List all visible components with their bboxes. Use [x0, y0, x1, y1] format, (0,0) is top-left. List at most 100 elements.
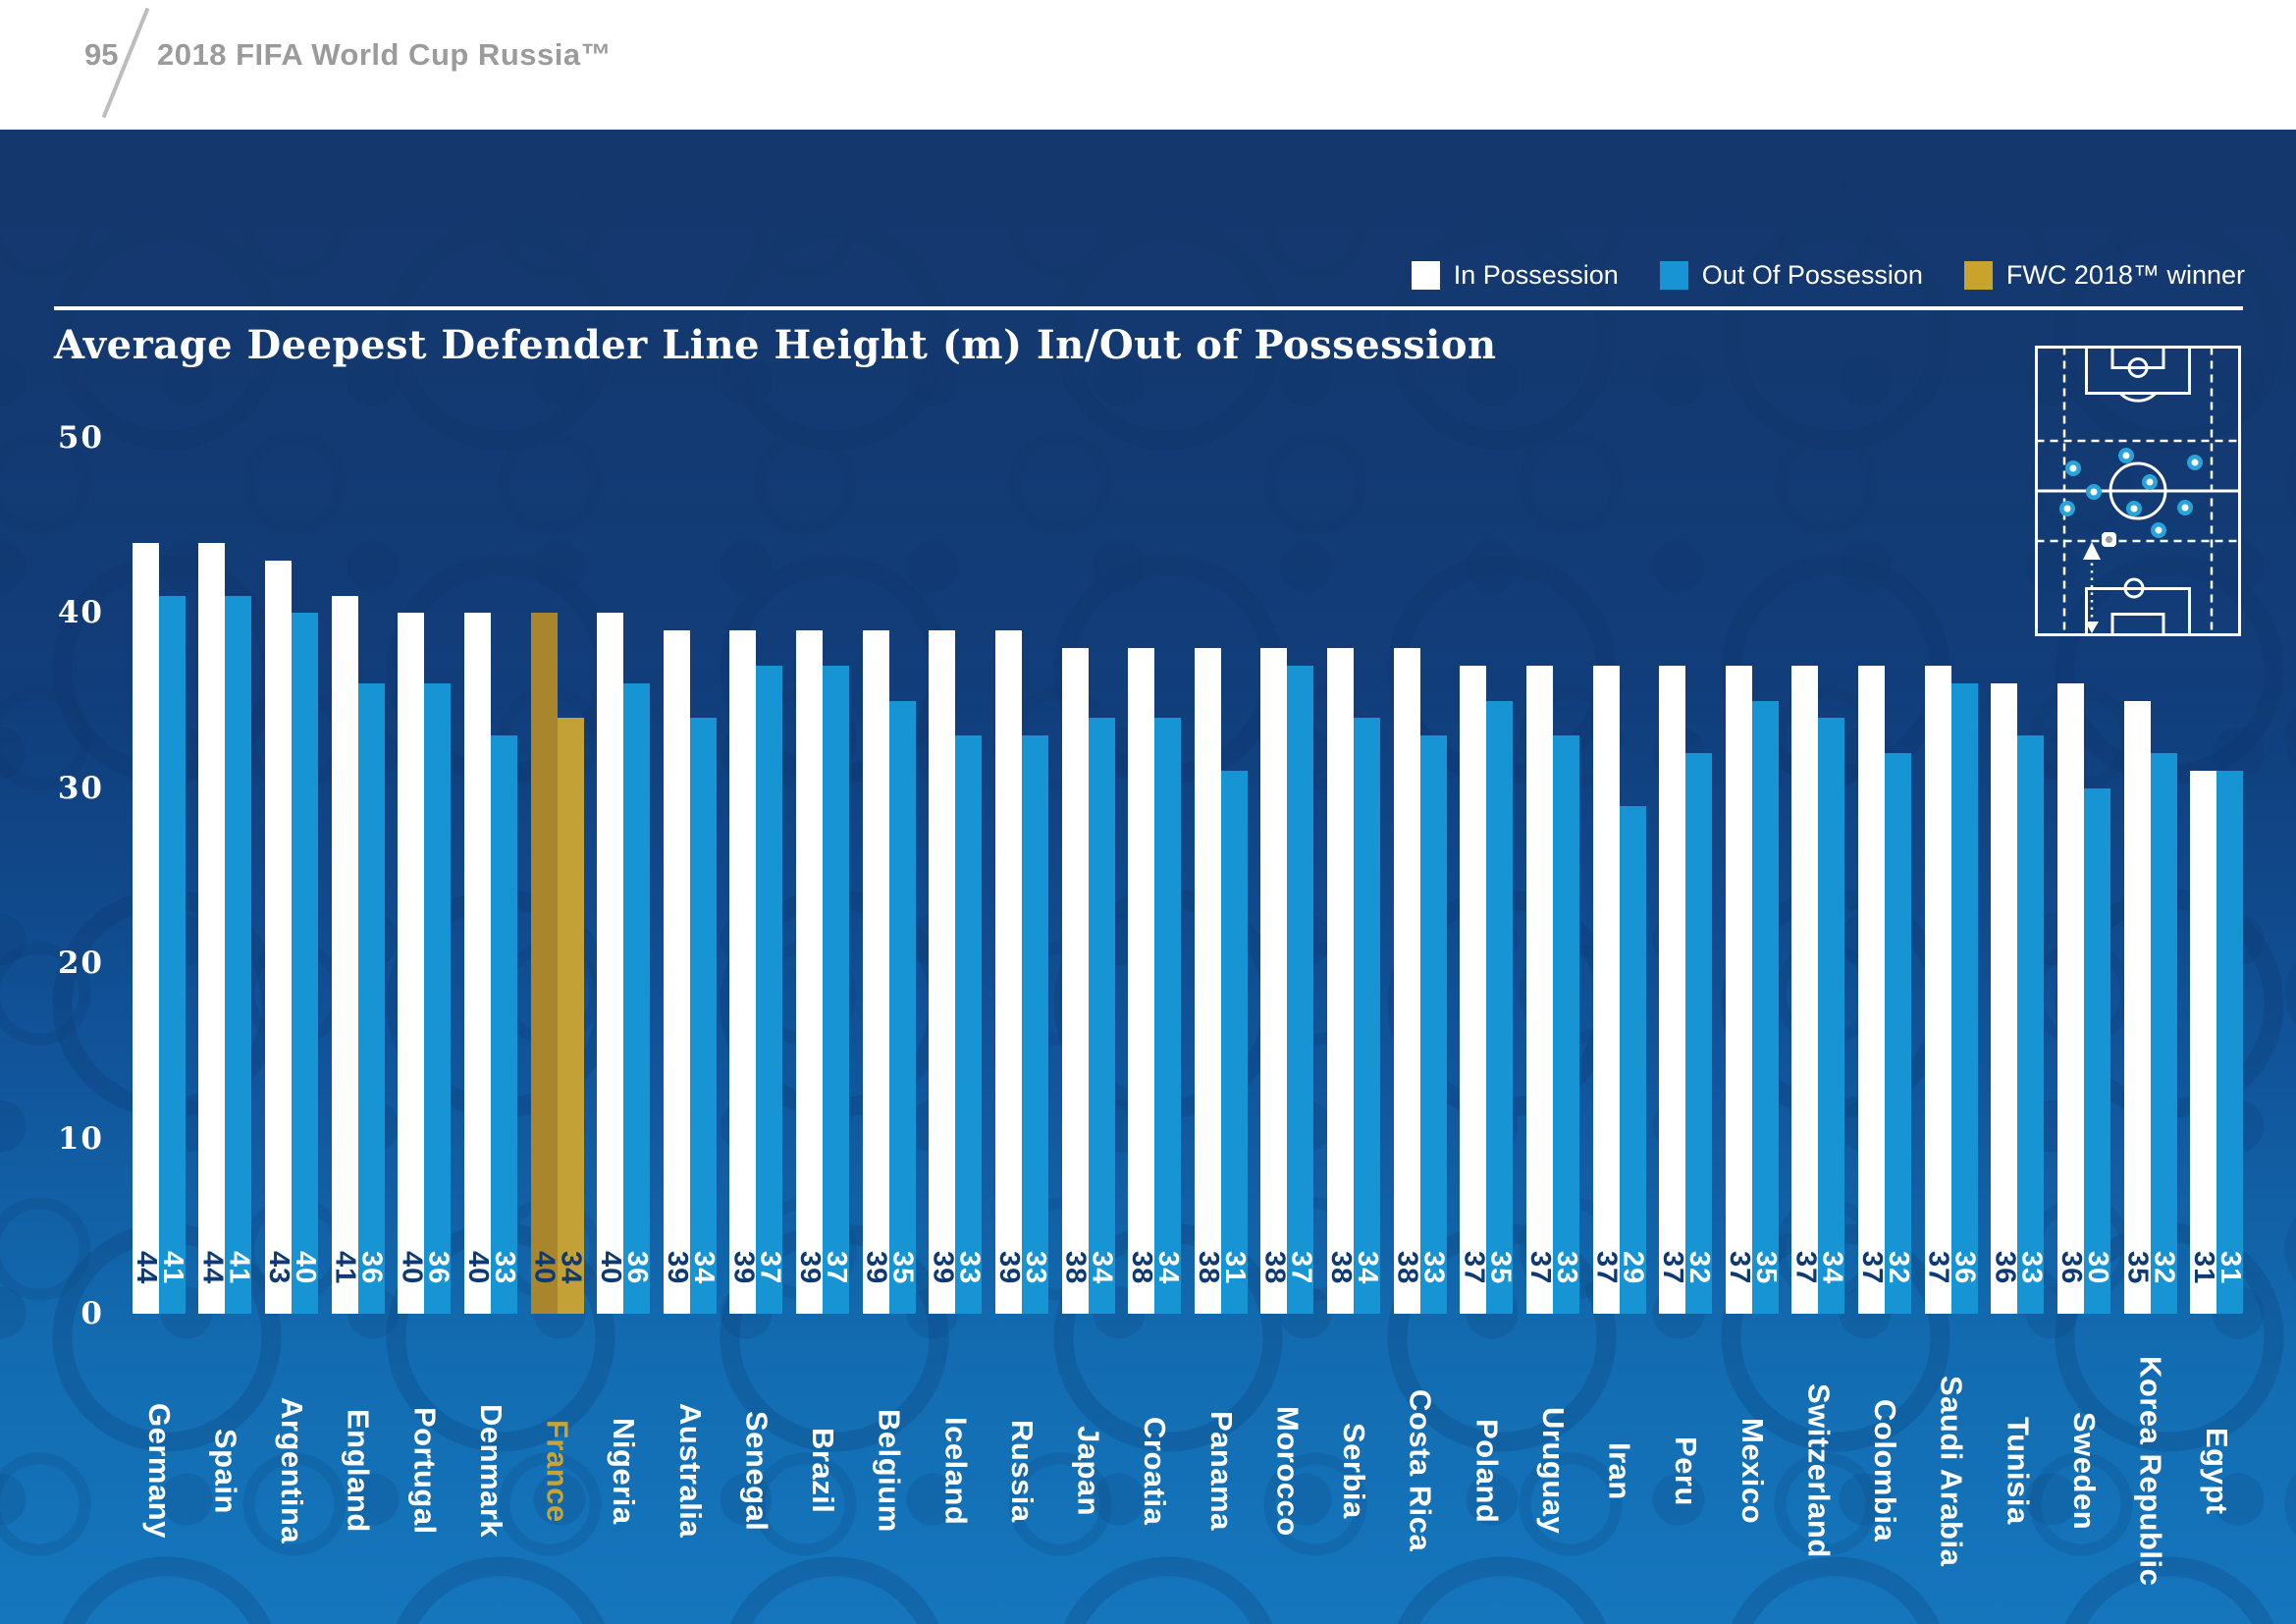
- bar-in-possession-poland: 37: [1458, 665, 1489, 1314]
- bar-group-russia: 39 33 Russia: [988, 438, 1055, 1522]
- bar-out-of-possession-iceland: 33: [953, 735, 986, 1314]
- bar-group-croatia: 38 34 Croatia: [1121, 438, 1188, 1525]
- center-circle: [2109, 461, 2167, 520]
- legend-label: FWC 2018™ winner: [2005, 260, 2245, 290]
- category-label-text: Tunisia: [2001, 1417, 2036, 1525]
- category-label-text: Mexico: [1735, 1417, 1770, 1525]
- bar-value-label: 36: [2055, 1250, 2087, 1284]
- bar-group-spain: 44 41 Spain: [192, 438, 259, 1513]
- bar-in-possession-iran: 37: [1591, 665, 1623, 1314]
- player-dot: [2118, 448, 2134, 463]
- category-label-argentina: Argentina: [270, 1327, 313, 1614]
- bar-out-of-possession-egypt: 31: [2215, 770, 2246, 1314]
- bar-in-possession-serbia: 38: [1325, 648, 1358, 1314]
- legend-item-in-possession: In Possession: [1411, 260, 1619, 291]
- category-label-text: Iceland: [938, 1416, 974, 1526]
- bar-group-saudi-arabia: 37 36 Saudi Arabia: [1918, 438, 1985, 1566]
- category-label-text: Spain: [208, 1428, 243, 1514]
- bar-value-label: 36: [422, 1250, 454, 1284]
- bar-group-nigeria: 40 36 Nigeria: [590, 438, 657, 1524]
- divider-line: [54, 306, 2243, 310]
- arrowhead-up: [2083, 542, 2101, 560]
- category-label-text: Germany: [141, 1403, 177, 1539]
- bar-value-label: 33: [953, 1250, 986, 1284]
- legend-swatch-fwc-winner: [1963, 261, 1993, 290]
- bar-out-of-possession-portugal: 36: [422, 682, 454, 1314]
- bar-group-mexico: 37 35 Mexico: [1719, 438, 1786, 1524]
- bar-group-belgium: 39 35 Belgium: [856, 438, 923, 1533]
- bar-out-of-possession-nigeria: 36: [621, 682, 654, 1314]
- bar-value-label: 39: [927, 1250, 959, 1284]
- player-dot: [2059, 501, 2075, 516]
- player-dot: [2065, 460, 2081, 476]
- category-label-costa-rica: Costa Rica: [1399, 1327, 1442, 1614]
- bar-out-of-possession-saudi-arabia: 36: [1949, 682, 1981, 1314]
- category-label-panama: Panama: [1200, 1327, 1243, 1614]
- ball-icon: [2102, 532, 2116, 547]
- player-dot: [2187, 455, 2203, 470]
- bar-value-label: 37: [1657, 1250, 1689, 1284]
- bar-out-of-possession-russia: 33: [1020, 735, 1051, 1314]
- y-tick-label: 20: [57, 946, 104, 982]
- category-label-japan: Japan: [1067, 1327, 1110, 1614]
- player-dot: [2151, 522, 2166, 538]
- bar-value-label: 38: [1391, 1250, 1423, 1284]
- bar-value-label: 37: [821, 1250, 853, 1284]
- bar-group-costa-rica: 38 33 Costa Rica: [1387, 438, 1454, 1552]
- category-label-text: Iran: [1602, 1441, 1637, 1500]
- bar-value-label: 32: [1883, 1250, 1915, 1284]
- bar-in-possession-argentina: 43: [263, 560, 294, 1314]
- bar-group-serbia: 38 34 Serbia: [1320, 438, 1387, 1519]
- bar-value-label: 37: [1922, 1250, 1954, 1284]
- bar-out-of-possession-peru: 32: [1683, 753, 1716, 1314]
- bar-value-label: 38: [1325, 1250, 1358, 1284]
- legend-item-out-of-possession: Out Of Possession: [1659, 260, 1923, 291]
- bar-value-label: 31: [1218, 1250, 1251, 1284]
- bar-value-label: 37: [1856, 1250, 1889, 1284]
- player-dot: [2142, 474, 2158, 490]
- bar-out-of-possession-mexico: 35: [1750, 700, 1782, 1314]
- bar-value-label: 32: [2148, 1250, 2180, 1284]
- category-label-text: Japan: [1071, 1425, 1106, 1517]
- bar-value-label: 33: [1417, 1250, 1450, 1284]
- category-label-portugal: Portugal: [402, 1327, 446, 1614]
- y-tick-label: 40: [57, 595, 104, 631]
- category-label-belgium: Belgium: [868, 1327, 911, 1614]
- bar-group-panama: 38 31 Panama: [1188, 438, 1255, 1531]
- bar-group-morocco: 38 37 Morocco: [1255, 438, 1321, 1536]
- bar-out-of-possession-korea-republic: 32: [2148, 753, 2180, 1314]
- bar-in-possession-belgium: 39: [861, 630, 892, 1314]
- category-label-text: Croatia: [1138, 1416, 1173, 1526]
- bar-out-of-possession-tunisia: 33: [2015, 735, 2047, 1314]
- bar-value-label: 36: [355, 1250, 388, 1284]
- top-goal-area: [2110, 346, 2165, 369]
- category-label-mexico: Mexico: [1731, 1327, 1774, 1614]
- bar-value-label: 36: [621, 1250, 654, 1284]
- bar-in-possession-colombia: 37: [1856, 665, 1889, 1314]
- bar-group-sweden: 36 30 Sweden: [2051, 438, 2117, 1530]
- category-label-egypt: Egypt: [2195, 1327, 2238, 1614]
- bar-in-possession-saudi-arabia: 37: [1922, 665, 1954, 1314]
- bar-out-of-possession-denmark: 33: [489, 735, 520, 1314]
- bar-value-label: 41: [223, 1250, 255, 1284]
- category-label-brazil: Brazil: [801, 1327, 844, 1614]
- bar-group-australia: 39 34 Australia: [657, 438, 723, 1539]
- player-dots: [2059, 448, 2203, 538]
- bar-in-possession-nigeria: 40: [595, 613, 626, 1314]
- y-tick-label: 30: [57, 770, 104, 806]
- category-label-iran: Iran: [1598, 1327, 1641, 1614]
- bar-value-label: 41: [329, 1250, 361, 1284]
- bar-group-england: 41 36 England: [325, 438, 392, 1533]
- category-label-text: England: [341, 1409, 376, 1533]
- bar-value-label: 32: [1683, 1250, 1716, 1284]
- bar-group-colombia: 37 32 Colombia: [1851, 438, 1918, 1543]
- legend-item-fwc-winner: FWC 2018™ winner: [1963, 260, 2245, 291]
- category-label-morocco: Morocco: [1265, 1327, 1308, 1614]
- category-label-text: Nigeria: [607, 1417, 642, 1525]
- bar-value-label: 34: [1086, 1250, 1118, 1284]
- bar-value-label: 38: [1126, 1250, 1158, 1284]
- bar-value-label: 34: [687, 1250, 720, 1284]
- bar-value-label: 37: [1523, 1250, 1556, 1284]
- bar-in-possession-croatia: 38: [1126, 648, 1158, 1314]
- bar-in-possession-sweden: 36: [2055, 682, 2087, 1314]
